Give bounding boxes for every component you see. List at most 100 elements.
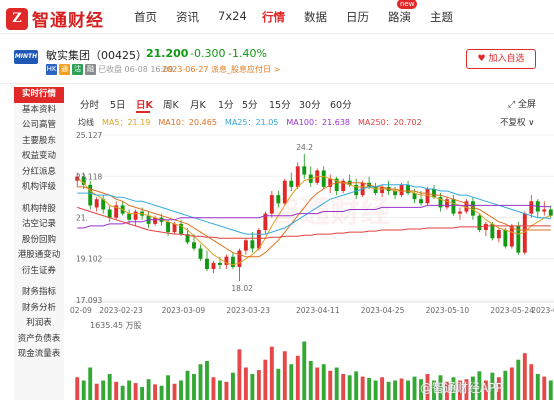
sidebar-item-dividends[interactable]: 分红派息 <box>21 166 56 177</box>
volume-bar <box>276 368 281 400</box>
volume-bar <box>373 380 378 400</box>
tab-weekly-k[interactable]: 周K <box>163 100 179 111</box>
sidebar-item-profile[interactable]: 基本资料 <box>21 104 56 115</box>
candle-body <box>256 230 261 249</box>
sidebar-item-fin-analysis[interactable]: 财务分析 <box>21 302 56 313</box>
active-tab-underline <box>136 111 150 113</box>
x-tick-label: 2023-03-23 <box>226 306 270 315</box>
adjust-select[interactable]: 不复权 ∨ <box>500 118 535 128</box>
tag-short: 沽 <box>72 64 83 75</box>
nav-item-home[interactable]: 首页 <box>134 10 157 24</box>
volume-bar <box>438 375 443 400</box>
tab-monthly-k[interactable]: 月K <box>190 100 206 111</box>
candle-body <box>237 250 242 267</box>
volume-bar <box>237 349 242 400</box>
dividend-notice[interactable]: 2023-06-27 派息_股息应付日 > <box>162 65 281 74</box>
logo-icon: Z <box>6 7 28 30</box>
sidebar-item-equity-changes[interactable]: 权益变动 <box>21 151 56 161</box>
volume-bar <box>458 380 462 400</box>
volume-bar <box>269 346 274 400</box>
candle-body <box>503 230 508 247</box>
volume-bar <box>341 374 346 400</box>
sidebar-item-executives[interactable]: 公司高管 <box>21 120 56 130</box>
candle-body <box>399 184 404 196</box>
candle-body <box>438 197 443 208</box>
x-tick-label: 2023-04-25 <box>361 306 405 315</box>
ma-line-ma10 <box>77 182 551 258</box>
candle-body <box>354 184 359 196</box>
close-time: 已收盘 06-08 16:09 <box>98 65 174 74</box>
volume-bar <box>218 380 222 400</box>
x-axis-labels: 02-09 2023-02-23 2023-03-09 2023-03-23 2023-… <box>70 306 554 315</box>
nav-item-roadshow[interactable]: 路演 <box>388 10 411 24</box>
candle-body <box>341 180 346 192</box>
volume-bar <box>75 377 80 400</box>
sidebar-item-short-selling[interactable]: 沽空记录 <box>21 219 56 229</box>
volume-bar <box>406 380 410 400</box>
candle-body <box>490 223 495 239</box>
volume-bar <box>386 381 391 400</box>
nav-item-news[interactable]: 资讯 <box>176 10 199 24</box>
nav-item-calendar[interactable]: 日历 <box>346 10 369 24</box>
volume-bars <box>75 341 553 400</box>
candle-body <box>445 199 449 208</box>
candle-body <box>282 180 287 204</box>
y-tick-label: 21. <box>76 214 88 223</box>
y-tick-label: 19.102 <box>76 255 102 264</box>
candle-body <box>172 223 177 233</box>
sidebar-item-shareholders[interactable]: 主要股东 <box>21 135 56 146</box>
candle-body <box>107 209 112 218</box>
volume-bar <box>289 364 294 400</box>
candle-body <box>321 170 326 187</box>
candle-body <box>302 166 307 175</box>
x-tick-label: 2023-04-11 <box>296 306 340 315</box>
add-watchlist-button[interactable]: ♥ 加入自选 <box>466 49 536 69</box>
sidebar-item-realtime[interactable]: 实时行情 <box>14 87 64 103</box>
sidebar-item-balance-sheet[interactable]: 资产负债表 <box>17 333 61 344</box>
chart-panel: 分时 5日 日K 周K 月K 1分 5分 15分 30分 60分 ⤢ 全屏 均线… <box>70 87 554 400</box>
candle-body <box>425 188 430 204</box>
sidebar-item-fin-indicators[interactable]: 财务指标 <box>21 287 56 297</box>
nav-item-7x24[interactable]: 7x24 <box>218 9 247 23</box>
tab-30min[interactable]: 30分 <box>299 100 321 111</box>
sidebar-item-cash-flow[interactable]: 现金流量表 <box>17 349 61 359</box>
volume-bar <box>88 367 93 400</box>
tab-1min[interactable]: 1分 <box>218 100 234 111</box>
sidebar-item-buyback[interactable]: 股份回购 <box>21 234 56 245</box>
sidebar-item-derivatives[interactable]: 衍生证券 <box>21 265 56 276</box>
sidebar-item-income[interactable]: 利润表 <box>26 318 52 328</box>
candle-body <box>295 166 300 187</box>
candle-body <box>101 199 106 210</box>
volume-bar <box>380 377 385 400</box>
volume-bar <box>367 377 372 400</box>
volume-bar <box>166 375 170 400</box>
sidebar-item-institutional[interactable]: 机构持股 <box>21 203 56 214</box>
sidebar-item-connect[interactable]: 港股通变动 <box>17 250 61 260</box>
volume-bar <box>496 377 501 400</box>
sidebar-item-ratings[interactable]: 机构评级 <box>21 182 56 192</box>
y-tick-label: 25.127 <box>76 131 102 140</box>
stock-name: 敏实集团（00425） <box>46 49 147 62</box>
tab-15min[interactable]: 15分 <box>269 100 291 111</box>
site-logo[interactable]: Z 智通财经 <box>6 6 104 31</box>
candle-body <box>250 240 255 249</box>
ma-legend-ma100: MA100：21.638 <box>286 118 351 127</box>
tab-60min[interactable]: 60分 <box>330 100 352 111</box>
candle-body <box>263 213 268 231</box>
tab-timeshare[interactable]: 分时 <box>80 100 100 111</box>
candle-body <box>516 225 521 253</box>
logo-text: 智通财经 <box>32 11 104 31</box>
volume-bar <box>503 370 508 400</box>
tab-5day[interactable]: 5日 <box>110 100 126 111</box>
nav-item-topics[interactable]: 主题 <box>430 10 453 24</box>
fullscreen-button[interactable]: ⤢ 全屏 <box>508 100 537 110</box>
nav-item-market[interactable]: 行情 <box>262 10 285 24</box>
candle-body <box>380 186 385 194</box>
volume-bar <box>425 374 430 400</box>
tab-5min[interactable]: 5分 <box>242 100 258 111</box>
candle-body <box>483 223 488 231</box>
nav-item-data[interactable]: 数据 <box>304 10 327 24</box>
stock-change: -0.300 <box>190 47 226 60</box>
tab-daily-k[interactable]: 日K <box>136 100 153 111</box>
